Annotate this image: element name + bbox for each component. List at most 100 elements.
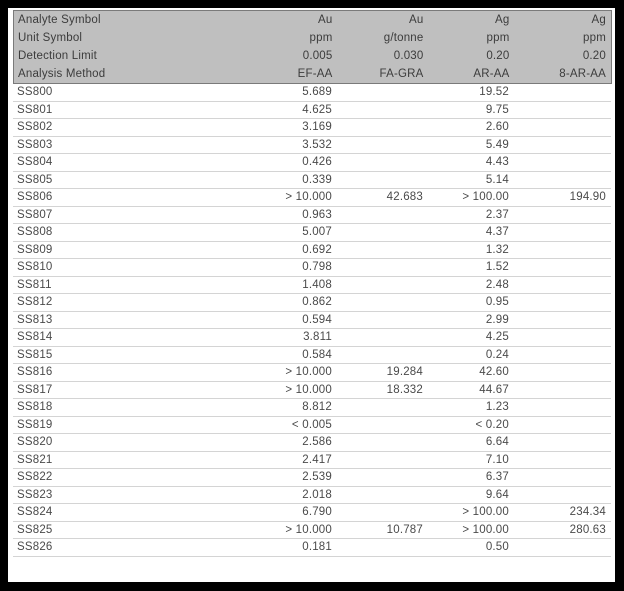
assay-value-cell (337, 118, 428, 137)
header-row: Unit Symbol ppm g/tonne ppm ppm (14, 29, 612, 47)
table-row: SS807 0.963 2.37 (13, 206, 611, 224)
assay-value-cell: 0.339 (263, 171, 337, 189)
assay-value-cell (337, 101, 428, 119)
table-row: SS824 6.790 > 100.00 234.34 (13, 503, 611, 522)
assay-value-cell: 9.64 (428, 486, 514, 504)
assay-value-cell: 0.594 (263, 311, 337, 329)
assay-value-cell: 280.63 (514, 521, 611, 539)
sample-id-cell: SS814 (13, 328, 263, 347)
assay-value-cell: 2.417 (263, 451, 337, 469)
assay-value-cell (337, 171, 428, 189)
assay-value-cell: 42.683 (337, 188, 428, 207)
assay-value-cell: 234.34 (514, 503, 611, 522)
sample-id-cell: SS819 (13, 416, 263, 434)
assay-value-cell: 2.99 (428, 311, 514, 329)
sample-id-cell: SS825 (13, 521, 263, 539)
table-row: SS815 0.584 0.24 (13, 346, 611, 364)
assay-value-cell: > 100.00 (428, 521, 514, 539)
assay-value-cell (337, 153, 428, 172)
assay-value-cell (514, 468, 611, 487)
assay-value-cell (514, 433, 611, 452)
header-value-cell: 8-AR-AA (559, 68, 606, 80)
table-row: SS805 0.339 5.14 (13, 171, 611, 189)
sample-id-cell: SS821 (13, 451, 263, 469)
assay-value-cell: 2.539 (263, 468, 337, 487)
assay-value-cell (514, 293, 611, 312)
header-value-cell: 0.005 (302, 50, 333, 62)
assay-value-cell: 6.790 (263, 503, 337, 522)
assay-value-cell (514, 398, 611, 417)
table-row: SS800 5.689 19.52 (13, 84, 611, 102)
assay-value-cell: 4.625 (263, 101, 337, 119)
assay-value-cell: 3.169 (263, 118, 337, 137)
table-row: SS821 2.417 7.10 (13, 451, 611, 469)
assay-value-cell: 0.50 (428, 538, 514, 557)
assay-value-cell: < 0.005 (263, 416, 337, 434)
assay-value-cell: > 10.000 (263, 381, 337, 399)
header-value-cell: EF-AA (297, 68, 333, 80)
assay-value-cell: 2.48 (428, 276, 514, 294)
header-value-cell: 0.20 (582, 50, 606, 62)
assay-results-table: SS800 5.689 19.52 SS801 4.625 9.75 SS802 3.169 2… (13, 84, 611, 557)
assay-value-cell: 3.811 (263, 328, 337, 347)
assay-value-cell (514, 84, 611, 102)
assay-value-cell: 4.43 (428, 153, 514, 172)
assay-value-cell (514, 486, 611, 504)
table-row: SS804 0.426 4.43 (13, 153, 611, 172)
sample-id-cell: SS813 (13, 311, 263, 329)
assay-value-cell: 0.692 (263, 241, 337, 259)
header-row: Analyte Symbol Au Au Ag Ag (14, 11, 612, 30)
sample-id-cell: SS815 (13, 346, 263, 364)
assay-value-cell (337, 223, 428, 242)
table-row: SS818 8.812 1.23 (13, 398, 611, 417)
sample-id-cell: SS804 (13, 153, 263, 172)
sample-id-cell: SS822 (13, 468, 263, 487)
sample-id-cell: SS806 (13, 188, 263, 207)
assay-value-cell: 1.52 (428, 258, 514, 277)
assay-value-cell: 9.75 (428, 101, 514, 119)
assay-value-cell: 0.798 (263, 258, 337, 277)
assay-value-cell (337, 206, 428, 224)
assay-value-cell: 5.007 (263, 223, 337, 242)
sample-id-cell: SS817 (13, 381, 263, 399)
table-row: SS809 0.692 1.32 (13, 241, 611, 259)
assay-value-cell (514, 206, 611, 224)
table-row: SS813 0.594 2.99 (13, 311, 611, 329)
header-row-label: Detection Limit (18, 50, 98, 62)
assay-value-cell: 0.24 (428, 346, 514, 364)
assay-value-cell (514, 258, 611, 277)
assay-value-cell (514, 171, 611, 189)
assay-value-cell: 1.32 (428, 241, 514, 259)
header-row-label: Unit Symbol (18, 32, 83, 44)
sample-id-cell: SS808 (13, 223, 263, 242)
table-row: SS826 0.181 0.50 (13, 538, 611, 557)
assay-value-cell: > 10.000 (263, 521, 337, 539)
assay-value-cell (514, 538, 611, 557)
header-row-label: Analyte Symbol (18, 14, 101, 26)
assay-value-cell: > 10.000 (263, 188, 337, 207)
assay-value-cell (514, 241, 611, 259)
table-row: SS822 2.539 6.37 (13, 468, 611, 487)
assay-value-cell (337, 328, 428, 347)
assay-value-cell (514, 416, 611, 434)
assay-value-cell (337, 241, 428, 259)
assay-value-cell (337, 276, 428, 294)
assay-value-cell: 5.49 (428, 136, 514, 154)
assay-header-body: Analyte Symbol Au Au Ag Ag Unit Symbol ppm g/to… (14, 11, 612, 84)
assay-value-cell: 3.532 (263, 136, 337, 154)
assay-value-cell (337, 398, 428, 417)
assay-value-cell: > 100.00 (428, 503, 514, 522)
sample-id-cell: SS800 (13, 84, 263, 102)
assay-value-cell: 5.689 (263, 84, 337, 102)
sample-id-cell: SS816 (13, 363, 263, 382)
assay-value-cell (337, 258, 428, 277)
assay-value-cell: 0.584 (263, 346, 337, 364)
assay-value-cell: 0.95 (428, 293, 514, 312)
assay-value-cell (514, 363, 611, 382)
table-row: SS820 2.586 6.64 (13, 433, 611, 452)
sample-id-cell: SS809 (13, 241, 263, 259)
assay-value-cell (337, 293, 428, 312)
header-value-cell: 0.030 (393, 50, 424, 62)
assay-value-cell: 0.862 (263, 293, 337, 312)
sample-id-cell: SS820 (13, 433, 263, 452)
